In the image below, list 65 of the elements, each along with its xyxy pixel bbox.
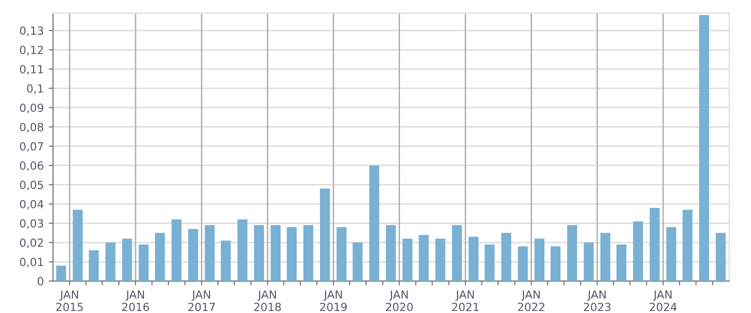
bar	[105, 242, 116, 282]
bar	[518, 246, 528, 282]
bar	[270, 225, 281, 282]
bar	[303, 225, 314, 282]
bar	[386, 225, 396, 282]
x-tick-label: JAN 2022	[518, 290, 544, 312]
bar	[220, 240, 231, 282]
bar	[666, 227, 676, 282]
bar	[172, 219, 182, 282]
bar	[286, 227, 297, 282]
bar	[352, 242, 363, 282]
x-tick-label: JAN 2024	[650, 290, 677, 312]
bar	[188, 229, 198, 282]
bar	[336, 227, 347, 282]
bar	[72, 210, 83, 282]
y-tick-label: 0	[38, 277, 44, 286]
x-tick-label: JAN 2020	[386, 290, 413, 312]
bar	[501, 232, 512, 282]
bar	[88, 250, 99, 282]
bar	[633, 221, 644, 282]
x-tick-label: JAN 2018	[254, 290, 281, 312]
bar	[254, 225, 264, 282]
bar	[154, 232, 165, 282]
bar	[418, 234, 429, 282]
bar	[699, 15, 710, 282]
y-tick-label: 0,1	[27, 84, 43, 94]
bar	[204, 225, 215, 282]
y-tick-label: 0,12	[20, 46, 43, 56]
bar	[56, 266, 66, 282]
x-tick-label: JAN 2017	[188, 290, 215, 312]
x-tick-label: JAN 2016	[122, 290, 149, 312]
bar	[550, 246, 560, 282]
bar	[600, 232, 610, 282]
bar	[122, 238, 132, 282]
bar	[237, 219, 248, 282]
bar	[435, 238, 446, 282]
bar	[320, 188, 330, 282]
x-tick-label: JAN 2019	[320, 290, 347, 312]
y-tick-label: 0,09	[20, 104, 44, 114]
x-tick-label: JAN 2021	[452, 290, 479, 312]
y-tick-label: 0,11	[20, 65, 43, 75]
x-tick-label: JAN 2015	[56, 290, 83, 312]
y-tick-label: 0,01	[20, 258, 43, 268]
bar	[650, 208, 660, 282]
y-tick-label: 0,05	[20, 180, 44, 190]
y-tick-label: 0,13	[20, 26, 44, 36]
bar	[534, 238, 544, 282]
bar	[484, 244, 495, 282]
bar	[402, 238, 412, 282]
bar	[468, 236, 479, 282]
y-tick-label: 0,06	[20, 161, 44, 171]
bar	[567, 225, 578, 282]
x-tick-label: JAN 2023	[584, 290, 610, 312]
y-tick-label: 0,02	[20, 238, 43, 248]
bar	[138, 244, 149, 282]
bar	[369, 165, 380, 282]
bar	[716, 232, 726, 282]
y-tick-label: 0,07	[20, 142, 44, 152]
bar	[682, 210, 692, 282]
bar	[584, 242, 594, 282]
y-tick-label: 0,08	[20, 122, 44, 132]
y-tick-label: 0,04	[20, 200, 44, 210]
y-tick-label: 0,03	[20, 219, 44, 229]
bar	[616, 244, 626, 282]
bar	[452, 225, 462, 282]
